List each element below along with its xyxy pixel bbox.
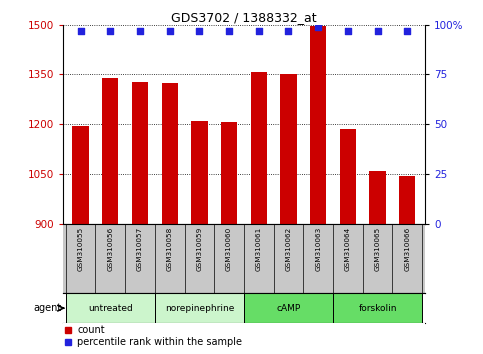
Bar: [340, 129, 356, 224]
Point: [314, 24, 322, 30]
Text: GSM310055: GSM310055: [78, 227, 84, 271]
Text: GSM310063: GSM310063: [315, 227, 321, 271]
Bar: [280, 74, 297, 224]
Text: GSM310062: GSM310062: [285, 227, 291, 271]
Bar: [369, 171, 386, 224]
Text: GSM310056: GSM310056: [107, 227, 114, 271]
Text: forskolin: forskolin: [358, 304, 397, 313]
Text: norepinephrine: norepinephrine: [165, 304, 234, 313]
Point: [136, 28, 144, 34]
Title: GDS3702 / 1388332_at: GDS3702 / 1388332_at: [171, 11, 317, 24]
Text: cAMP: cAMP: [276, 304, 300, 313]
Bar: [102, 78, 118, 224]
Text: GSM310057: GSM310057: [137, 227, 143, 271]
Text: GSM310060: GSM310060: [226, 227, 232, 271]
Bar: [221, 121, 237, 224]
Text: GSM310066: GSM310066: [404, 227, 410, 271]
Bar: [161, 84, 178, 224]
Text: agent: agent: [33, 303, 61, 313]
Text: GSM310064: GSM310064: [345, 227, 351, 271]
Bar: [399, 176, 415, 224]
Text: GSM310061: GSM310061: [256, 227, 262, 271]
Text: count: count: [77, 325, 105, 335]
Text: untreated: untreated: [88, 304, 133, 313]
Text: GSM310059: GSM310059: [197, 227, 202, 271]
Text: percentile rank within the sample: percentile rank within the sample: [77, 337, 242, 347]
Bar: [251, 72, 267, 224]
Bar: [191, 121, 208, 224]
Point: [403, 28, 411, 34]
Point: [166, 28, 173, 34]
Bar: [333, 293, 422, 323]
Point: [225, 28, 233, 34]
Bar: [155, 293, 244, 323]
Text: GSM310058: GSM310058: [167, 227, 173, 271]
Bar: [310, 27, 327, 224]
Point: [255, 28, 263, 34]
Point: [344, 28, 352, 34]
Bar: [132, 82, 148, 224]
Point: [284, 28, 292, 34]
Point: [374, 28, 382, 34]
Bar: [66, 293, 155, 323]
Text: GSM310065: GSM310065: [374, 227, 381, 271]
Bar: [244, 293, 333, 323]
Point: [196, 28, 203, 34]
Point: [106, 28, 114, 34]
Bar: [72, 126, 89, 224]
Point: [77, 28, 85, 34]
